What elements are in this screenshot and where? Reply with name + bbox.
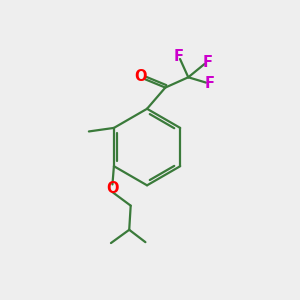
Text: O: O <box>135 70 147 85</box>
Text: F: F <box>203 55 213 70</box>
Text: F: F <box>205 76 215 91</box>
Text: F: F <box>174 49 184 64</box>
Text: O: O <box>106 181 119 196</box>
